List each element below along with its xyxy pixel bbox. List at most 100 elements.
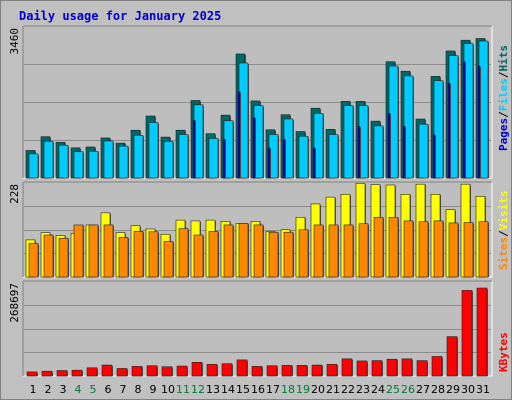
bar-kbytes-day-21-body	[326, 364, 338, 377]
bar-kbytes-day-10	[161, 366, 173, 377]
bar-files-day-6-body	[103, 140, 114, 179]
legend-panel-2: Sites/Visits	[497, 191, 510, 271]
bar-pages-day-17-body	[267, 147, 271, 179]
bar-sites-day-26-body	[403, 220, 414, 278]
bar-files-day-11	[178, 134, 189, 179]
bar-files-day-5	[88, 151, 99, 179]
bar-files-day-21	[328, 134, 339, 179]
bar-sites-day-30-body	[463, 222, 474, 278]
bar-pages-day-30	[462, 61, 466, 179]
bar-sites-day-7	[118, 237, 129, 278]
bar-sites-day-31-body	[478, 221, 489, 278]
legend-item-visits: Visits	[497, 191, 510, 231]
x-tick-label-day-13: 13	[206, 383, 220, 396]
bar-kbytes-day-23-body	[356, 360, 368, 377]
bar-sites-day-2	[43, 234, 54, 278]
bar-kbytes-day-11-body	[176, 365, 188, 377]
bar-kbytes-day-16-body	[251, 366, 263, 377]
bar-sites-day-28-body	[433, 220, 444, 278]
bar-files-day-1-body	[28, 153, 39, 179]
bar-sites-day-24-body	[373, 216, 384, 278]
bar-sites-day-10-body	[163, 241, 174, 278]
x-tick-label-day-25: 25	[386, 383, 400, 396]
bar-sites-day-22-body	[343, 224, 354, 278]
bar-kbytes-day-8-body	[131, 366, 143, 377]
x-tick-label-day-19: 19	[296, 383, 310, 396]
bar-sites-day-3	[58, 237, 69, 278]
bar-kbytes-day-28	[431, 356, 443, 377]
bar-kbytes-day-17-body	[266, 365, 278, 377]
x-tick-label-day-4: 4	[75, 383, 82, 396]
x-tick-label-day-11: 11	[176, 383, 190, 396]
bar-files-day-10	[163, 141, 174, 179]
bar-files-day-28-body	[433, 80, 444, 179]
bar-sites-day-23	[358, 223, 369, 278]
legend-panel-3: KBytes	[497, 332, 510, 372]
bar-kbytes-day-13-body	[206, 364, 218, 377]
bar-sites-day-8	[133, 231, 144, 278]
bar-kbytes-day-15	[236, 359, 248, 377]
bar-kbytes-day-6-body	[101, 364, 113, 377]
bar-files-day-21-body	[328, 134, 339, 179]
bar-kbytes-day-5-body	[86, 367, 98, 377]
bar-sites-day-25	[388, 216, 399, 278]
bar-kbytes-day-30	[461, 290, 473, 377]
bar-kbytes-day-29-body	[446, 336, 458, 377]
bar-sites-day-2-body	[43, 234, 54, 278]
bar-sites-day-31	[478, 221, 489, 278]
bar-kbytes-day-18	[281, 365, 293, 377]
x-tick-label-day-16: 16	[251, 383, 265, 396]
bar-kbytes-day-19-body	[296, 365, 308, 377]
bar-kbytes-day-14	[221, 363, 233, 377]
legend-item-pages: Pages	[497, 118, 510, 151]
bar-kbytes-day-1-body	[26, 371, 38, 377]
bar-kbytes-day-24-body	[371, 360, 383, 377]
bar-pages-day-20	[312, 147, 316, 179]
x-tick-label-day-31: 31	[476, 383, 490, 396]
bar-files-day-7-body	[118, 145, 129, 179]
bar-files-day-11-body	[178, 134, 189, 179]
x-tick-label-day-27: 27	[416, 383, 430, 396]
bar-pages-day-31	[477, 65, 481, 179]
bar-files-day-2	[43, 141, 54, 179]
bar-pages-day-26-body	[402, 126, 406, 179]
bar-kbytes-day-7	[116, 368, 128, 377]
bar-files-day-4	[73, 151, 84, 179]
bar-kbytes-day-30-body	[461, 290, 473, 377]
bar-files-day-13	[208, 138, 219, 179]
bar-pages-day-26	[402, 126, 406, 179]
x-tick-label-day-5: 5	[90, 383, 97, 396]
bar-sites-day-5-body	[88, 224, 99, 278]
bar-pages-day-31-body	[477, 65, 481, 179]
bar-sites-day-17	[268, 231, 279, 278]
bar-kbytes-day-19	[296, 365, 308, 377]
bar-kbytes-day-7-body	[116, 368, 128, 377]
bar-sites-day-6	[103, 224, 114, 278]
bar-sites-day-28	[433, 220, 444, 278]
legend-separator: /	[497, 111, 510, 118]
x-tick-label-day-9: 9	[150, 383, 157, 396]
bar-sites-day-16-body	[253, 224, 264, 278]
x-tick-label-day-22: 22	[341, 383, 355, 396]
x-tick-label-day-8: 8	[135, 383, 142, 396]
bar-files-day-28	[433, 80, 444, 179]
bar-pages-day-29	[447, 82, 451, 179]
bar-sites-day-11	[178, 228, 189, 278]
bar-sites-day-20	[313, 224, 324, 278]
bar-pages-day-18	[282, 138, 286, 179]
bar-sites-day-27	[418, 221, 429, 278]
x-tick-label-day-10: 10	[161, 383, 175, 396]
bar-kbytes-day-17	[266, 365, 278, 377]
bar-kbytes-day-23	[356, 360, 368, 377]
x-tick-label-day-3: 3	[60, 383, 67, 396]
x-tick-label-day-21: 21	[326, 383, 340, 396]
x-tick-label-day-2: 2	[45, 383, 52, 396]
bar-sites-day-12	[193, 234, 204, 278]
bar-sites-day-9	[148, 231, 159, 278]
bar-sites-day-9-body	[148, 231, 159, 278]
bar-kbytes-day-26	[401, 358, 413, 377]
bar-files-day-20-body	[313, 113, 324, 179]
bar-kbytes-day-1	[26, 371, 38, 377]
bar-files-day-3	[58, 144, 69, 179]
x-tick-label-day-14: 14	[221, 383, 235, 396]
